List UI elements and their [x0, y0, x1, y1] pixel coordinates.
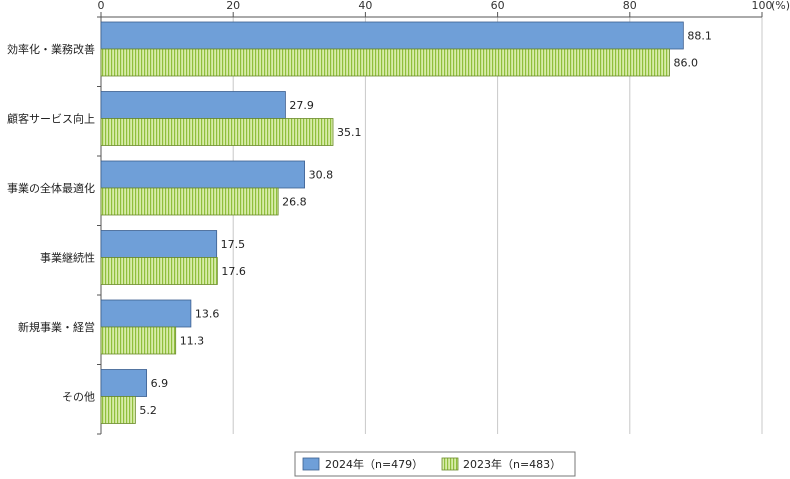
bar-value-label: 6.9 [151, 377, 169, 390]
category-label: 新規事業・経営 [18, 320, 95, 334]
legend-swatch-2024 [302, 457, 320, 471]
bar-value-label: 86.0 [673, 57, 698, 70]
bar-value-label: 11.3 [180, 335, 205, 348]
bar-value-label: 17.5 [221, 238, 246, 251]
x-tick-label: 40 [358, 0, 372, 12]
bar-value-label: 5.2 [139, 404, 157, 417]
category-label: 事業の全体最適化 [7, 181, 95, 195]
axis-unit-label: (%) [771, 0, 790, 12]
bar-value-label: 26.8 [282, 196, 307, 209]
legend-label-2024: 2024年（n=479） [325, 457, 423, 471]
bar-value-label: 30.8 [309, 169, 334, 182]
bar-value-label: 88.1 [687, 30, 712, 43]
legend-swatch-2023 [441, 457, 459, 471]
x-tick-label: 0 [98, 0, 105, 12]
x-tick-label: 80 [623, 0, 637, 12]
category-label: その他 [62, 391, 95, 404]
bar-value-label: 17.6 [221, 265, 246, 278]
bar-2024 [100, 230, 218, 258]
x-tick-label: 20 [226, 0, 240, 12]
bar-value-label: 13.6 [195, 308, 220, 321]
bar-2024 [100, 21, 684, 50]
category-label: 顧客サービス向上 [7, 112, 95, 126]
bar-2024 [100, 299, 192, 328]
x-tick-label: 60 [491, 0, 505, 12]
bar-2023 [100, 48, 670, 77]
bar-value-label: 35.1 [337, 126, 362, 139]
bar-2023 [100, 326, 177, 355]
legend-label-2023: 2023年（n=483） [463, 457, 561, 471]
bar-2024 [100, 160, 305, 189]
x-tick-label: 100 [752, 0, 773, 12]
bar-2024 [100, 369, 148, 397]
bar-2023 [100, 187, 279, 216]
bar-2023 [100, 257, 218, 285]
bar-value-label: 27.9 [289, 99, 314, 112]
legend-box [294, 451, 576, 477]
bar-2023 [100, 118, 334, 146]
bar-2023 [100, 396, 136, 424]
category-label: 効率化・業務改善 [7, 42, 95, 56]
category-label: 事業継続性 [40, 251, 95, 265]
bar-2024 [100, 91, 286, 119]
